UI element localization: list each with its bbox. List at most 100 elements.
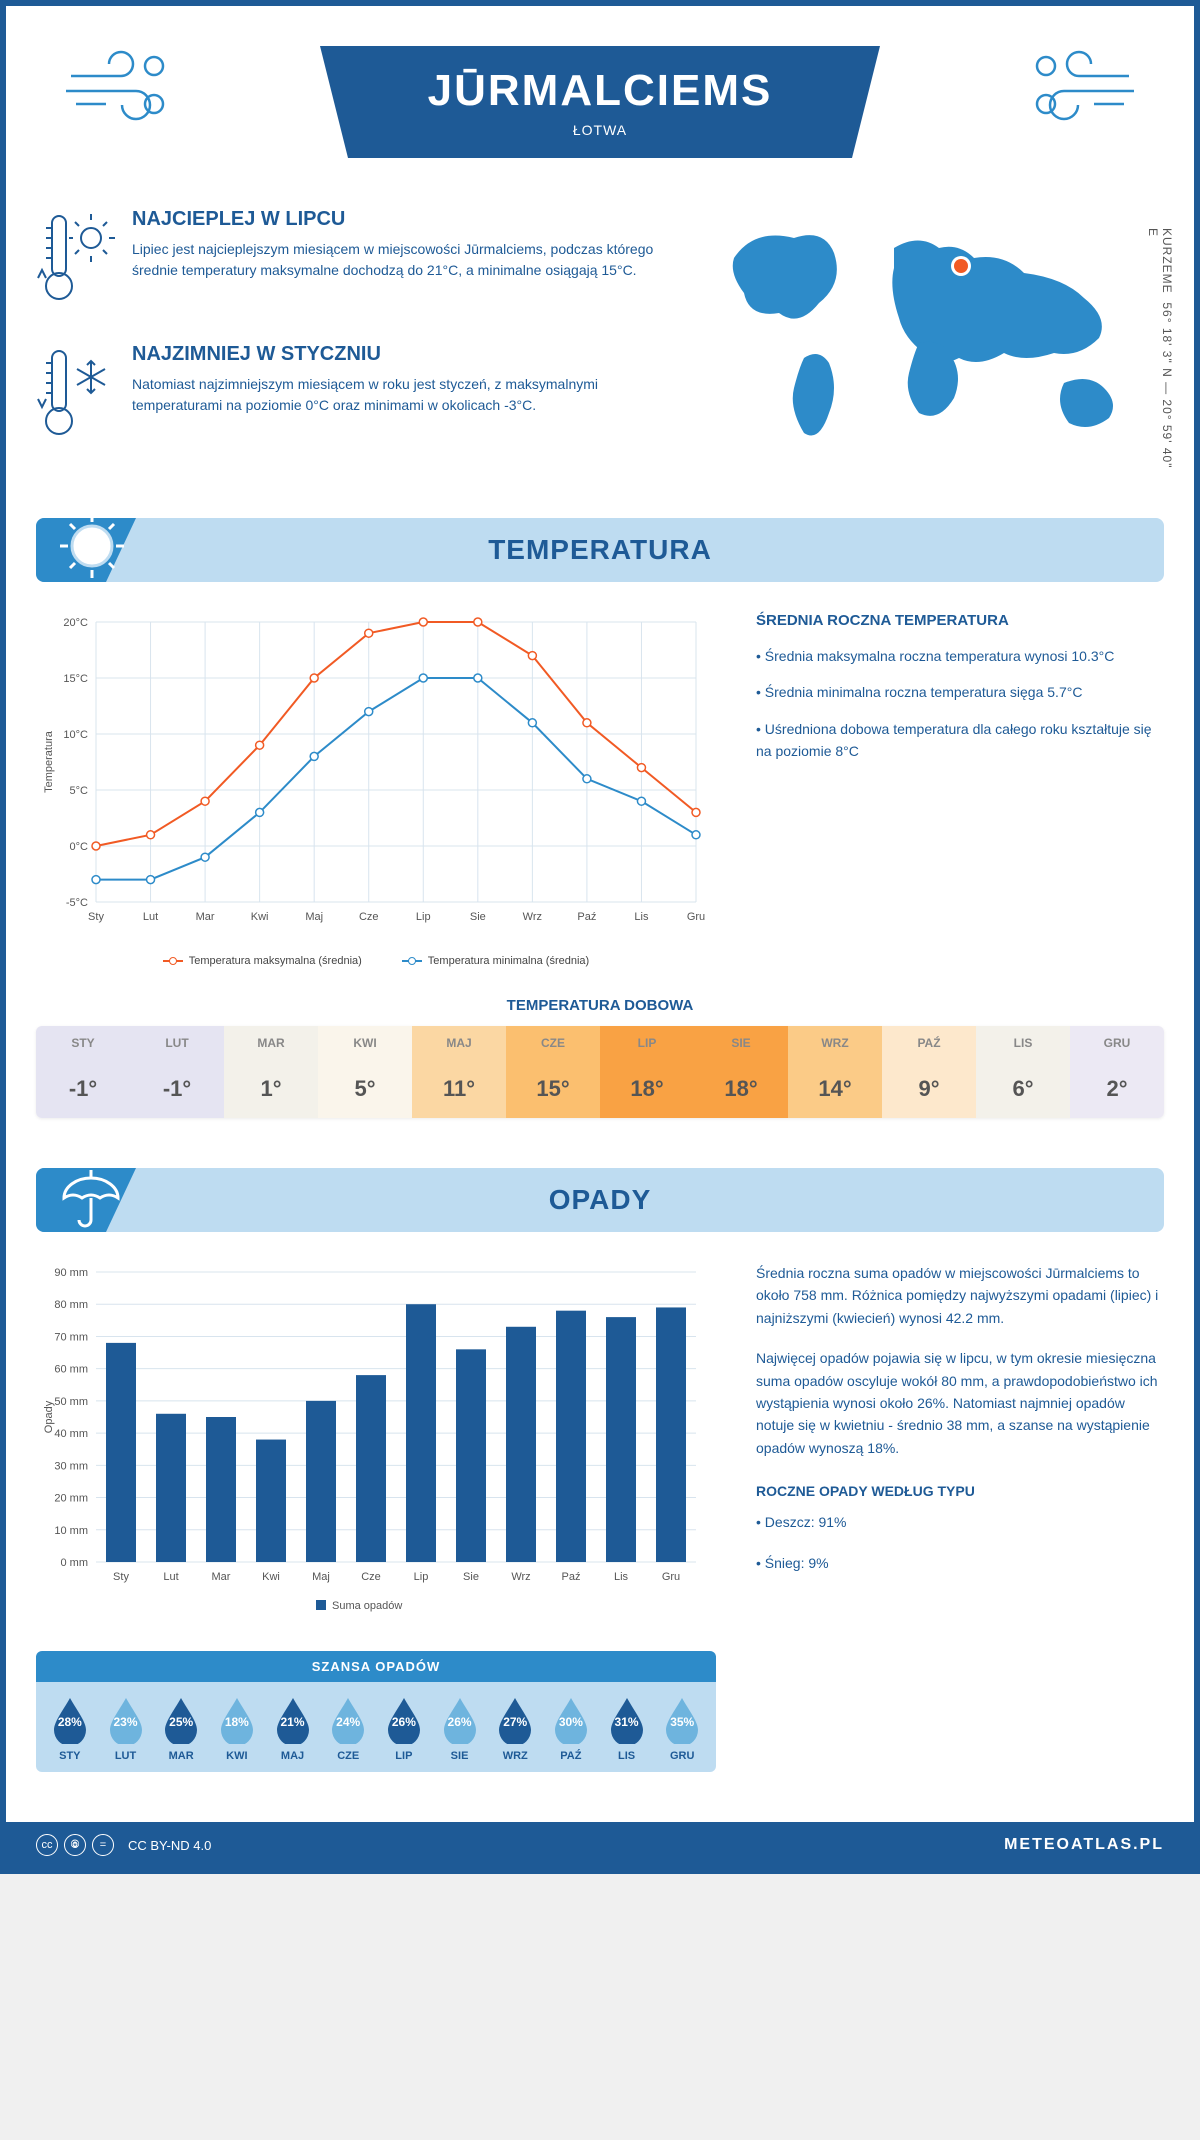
svg-text:20 mm: 20 mm [54,1493,88,1505]
chance-value: 35% [670,1715,694,1729]
svg-text:Sie: Sie [463,1571,479,1583]
thermometer-snow-icon [36,343,116,448]
raindrop-icon: 23% [106,1696,146,1744]
svg-text:50 mm: 50 mm [54,1396,88,1408]
svg-text:Temperatura: Temperatura [43,730,55,793]
temperature-line-chart: -5°C0°C5°C10°C15°C20°CStyLutMarKwiMajCze… [36,612,716,942]
raindrop-icon: 28% [50,1696,90,1744]
brand: METEOATLAS.PL [1004,1836,1164,1854]
chance-month: SIE [432,1750,488,1762]
svg-text:Suma opadów: Suma opadów [332,1600,402,1612]
daily-month: STY [36,1026,130,1060]
cc-icon: cc [36,1834,58,1856]
svg-text:20°C: 20°C [63,617,88,629]
svg-text:15°C: 15°C [63,673,88,685]
chance-drops-row: 28% STY 23% LUT 25% MAR 18% KWI 21% MAJ … [36,1682,716,1772]
chance-value: 28% [58,1715,82,1729]
svg-text:Sie: Sie [470,911,486,923]
raindrop-icon: 27% [495,1696,535,1744]
svg-text:0 mm: 0 mm [61,1557,89,1569]
svg-text:30 mm: 30 mm [54,1460,88,1472]
chance-value: 25% [169,1715,193,1729]
page-subtitle: ŁOTWA [380,122,820,138]
precip-para: Średnia roczna suma opadów w miejscowośc… [756,1262,1164,1329]
chance-value: 21% [281,1715,305,1729]
daily-month: GRU [1070,1026,1164,1060]
daily-col: WRZ14° [788,1026,882,1118]
chance-value: 18% [225,1715,249,1729]
chance-month: LIS [599,1750,655,1762]
svg-text:40 mm: 40 mm [54,1428,88,1440]
svg-text:Kwi: Kwi [251,911,269,923]
daily-value: 5° [318,1060,412,1118]
chance-month: GRU [654,1750,710,1762]
daily-month: WRZ [788,1026,882,1060]
temp-bullet: • Średnia minimalna roczna temperatura s… [756,681,1164,703]
nd-icon: = [92,1834,114,1856]
svg-text:Kwi: Kwi [262,1571,280,1583]
svg-text:Lis: Lis [614,1571,629,1583]
raindrop-icon: 30% [551,1696,591,1744]
warmest-body: Lipiec jest najcieplejszym miesiącem w m… [132,239,674,281]
svg-text:70 mm: 70 mm [54,1331,88,1343]
svg-text:-5°C: -5°C [66,897,88,909]
raindrop-icon: 26% [440,1696,480,1744]
chance-col: 23% LUT [98,1696,154,1762]
daily-month: CZE [506,1026,600,1060]
chance-month: LIP [376,1750,432,1762]
daily-value: 18° [694,1060,788,1118]
chance-month: STY [42,1750,98,1762]
chance-value: 26% [392,1715,416,1729]
chance-value: 26% [448,1715,472,1729]
temperature-chart-row: -5°C0°C5°C10°C15°C20°CStyLutMarKwiMajCze… [36,612,1164,967]
svg-text:Paź: Paź [562,1571,581,1583]
chance-header: SZANSA OPADÓW [36,1651,716,1682]
svg-text:Lut: Lut [143,911,158,923]
daily-col: CZE15° [506,1026,600,1118]
precip-by-type-title: ROCZNE OPADY WEDŁUG TYPU [756,1483,1164,1499]
precip-para: Najwięcej opadów pojawia się w lipcu, w … [756,1347,1164,1459]
world-map-icon [704,208,1164,458]
chance-month: CZE [320,1750,376,1762]
svg-text:80 mm: 80 mm [54,1299,88,1311]
svg-text:Opady: Opady [43,1400,55,1433]
svg-text:Sty: Sty [88,911,104,923]
chance-col: 35% GRU [654,1696,710,1762]
raindrop-icon: 21% [273,1696,313,1744]
daily-value: 15° [506,1060,600,1118]
warmest-block: NAJCIEPLEJ W LIPCU Lipiec jest najcieple… [36,208,674,313]
daily-value: -1° [130,1060,224,1118]
chance-month: KWI [209,1750,265,1762]
warmest-title: NAJCIEPLEJ W LIPCU [132,208,674,231]
section-header-temperature: TEMPERATURA [36,518,1164,582]
temp-side-title: ŚREDNIA ROCZNA TEMPERATURA [756,612,1164,629]
section-title: TEMPERATURA [488,534,712,566]
raindrop-icon: 24% [328,1696,368,1744]
license-text: CC BY-ND 4.0 [128,1838,211,1853]
raindrop-icon: 31% [607,1696,647,1744]
daily-temp-title: TEMPERATURA DOBOWA [36,997,1164,1014]
coldest-title: NAJZIMNIEJ W STYCZNIU [132,343,674,366]
daily-col: MAR1° [224,1026,318,1118]
chance-col: 28% STY [42,1696,98,1762]
svg-text:Gru: Gru [687,911,705,923]
header: JŪRMALCIEMS ŁOTWA [36,26,1164,188]
temperature-legend: .legend-swatch[style*='#f15a24']::after{… [36,955,716,967]
info-row: NAJCIEPLEJ W LIPCU Lipiec jest najcieple… [36,188,1164,498]
chance-month: PAŹ [543,1750,599,1762]
temp-bullet: • Uśredniona dobowa temperatura dla całe… [756,718,1164,763]
daily-value: -1° [36,1060,130,1118]
chance-col: 30% PAŹ [543,1696,599,1762]
daily-col: KWI5° [318,1026,412,1118]
precipitation-bar-chart: 0 mm10 mm20 mm30 mm40 mm50 mm60 mm70 mm8… [36,1262,716,1622]
thermometer-sun-icon [36,208,116,313]
daily-col: LIP18° [600,1026,694,1118]
chance-col: 25% MAR [153,1696,209,1762]
daily-month: LIP [600,1026,694,1060]
chance-month: MAJ [265,1750,321,1762]
svg-text:Cze: Cze [361,1571,381,1583]
chance-value: 31% [615,1715,639,1729]
wind-icon [1024,46,1134,131]
daily-month: LIS [976,1026,1070,1060]
raindrop-icon: 18% [217,1696,257,1744]
